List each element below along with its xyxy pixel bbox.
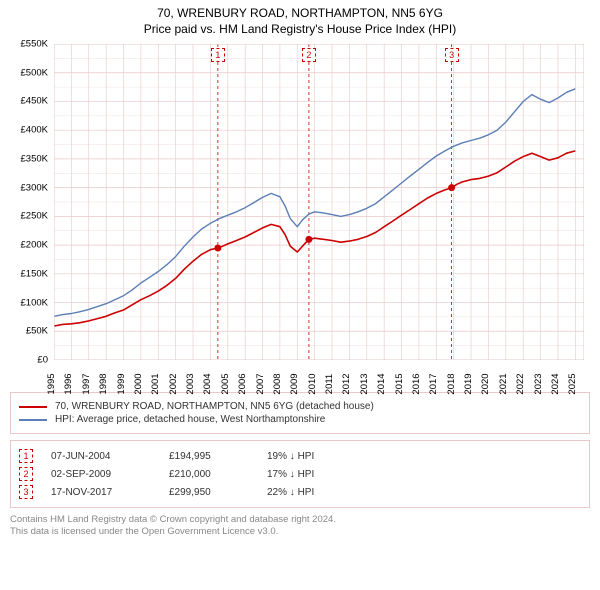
legend-swatch <box>19 406 47 408</box>
x-tick-label: 2021 <box>498 373 509 394</box>
y-tick-label: £250K <box>21 211 48 222</box>
sales-marker-num: 1 <box>19 449 33 463</box>
y-tick-label: £400K <box>21 125 48 136</box>
sales-diff: 19% ↓ HPI <box>267 451 367 462</box>
sales-table: 1 07-JUN-2004 £194,995 19% ↓ HPI 2 02-SEP-200… <box>10 440 590 508</box>
x-tick-label: 2009 <box>289 373 300 394</box>
x-tick-label: 2005 <box>220 373 231 394</box>
x-tick-label: 2018 <box>446 373 457 394</box>
sales-price: £299,950 <box>169 487 249 498</box>
x-tick-label: 2023 <box>533 373 544 394</box>
x-tick-label: 2017 <box>428 373 439 394</box>
x-tick-label: 1998 <box>98 373 109 394</box>
x-tick-label: 2003 <box>185 373 196 394</box>
legend-item: HPI: Average price, detached house, West… <box>19 414 581 425</box>
y-tick-label: £500K <box>21 67 48 78</box>
x-tick-label: 2016 <box>411 373 422 394</box>
x-tick-label: 2004 <box>202 373 213 394</box>
x-tick-label: 2008 <box>272 373 283 394</box>
sales-price: £210,000 <box>169 469 249 480</box>
y-tick-label: £200K <box>21 240 48 251</box>
legend-label: 70, WRENBURY ROAD, NORTHAMPTON, NN5 6YG … <box>55 401 374 412</box>
x-tick-label: 1997 <box>81 373 92 394</box>
x-tick-label: 2020 <box>480 373 491 394</box>
sales-diff: 22% ↓ HPI <box>267 487 367 498</box>
page-title: 70, WRENBURY ROAD, NORTHAMPTON, NN5 6YG <box>10 6 590 20</box>
sales-row: 2 02-SEP-2009 £210,000 17% ↓ HPI <box>19 467 581 481</box>
sales-date: 02-SEP-2009 <box>51 469 151 480</box>
x-tick-label: 2022 <box>515 373 526 394</box>
x-tick-label: 2011 <box>324 374 335 394</box>
y-tick-label: £450K <box>21 96 48 107</box>
legend-item: 70, WRENBURY ROAD, NORTHAMPTON, NN5 6YG … <box>19 401 581 412</box>
x-tick-label: 1996 <box>63 373 74 394</box>
sales-diff: 17% ↓ HPI <box>267 469 367 480</box>
x-tick-label: 2025 <box>567 373 578 394</box>
y-axis: £0 £50K £100K £150K £200K £250K £300K £350K £400… <box>10 44 52 384</box>
sales-row: 1 07-JUN-2004 £194,995 19% ↓ HPI <box>19 449 581 463</box>
sales-marker-num: 2 <box>19 467 33 481</box>
x-tick-label: 2010 <box>307 373 318 394</box>
sales-date: 07-JUN-2004 <box>51 451 151 462</box>
x-tick-label: 2012 <box>341 373 352 394</box>
page-subtitle: Price paid vs. HM Land Registry's House … <box>10 22 590 36</box>
x-axis: 1995199619971998199920002001200220032004… <box>54 360 584 384</box>
x-tick-label: 2024 <box>550 373 561 394</box>
sale-marker: 2 <box>302 48 316 62</box>
x-tick-label: 2013 <box>359 373 370 394</box>
footer-line: Contains HM Land Registry data © Crown c… <box>10 514 590 526</box>
y-tick-label: £550K <box>21 39 48 50</box>
y-tick-label: £100K <box>21 297 48 308</box>
sales-price: £194,995 <box>169 451 249 462</box>
footer: Contains HM Land Registry data © Crown c… <box>10 514 590 539</box>
sales-date: 17-NOV-2017 <box>51 487 151 498</box>
x-tick-label: 1995 <box>46 373 57 394</box>
y-tick-label: £350K <box>21 153 48 164</box>
y-tick-label: £50K <box>26 326 48 337</box>
legend: 70, WRENBURY ROAD, NORTHAMPTON, NN5 6YG … <box>10 392 590 434</box>
y-tick-label: £150K <box>21 268 48 279</box>
legend-label: HPI: Average price, detached house, West… <box>55 414 325 425</box>
x-tick-label: 2001 <box>150 373 161 394</box>
x-tick-label: 2006 <box>237 373 248 394</box>
sale-marker: 3 <box>445 48 459 62</box>
x-tick-label: 2007 <box>255 373 266 394</box>
x-tick-label: 2002 <box>168 373 179 394</box>
chart: £0 £50K £100K £150K £200K £250K £300K £350K £400… <box>10 44 590 384</box>
plot-area: 1 2 3 <box>54 44 584 360</box>
x-tick-label: 2015 <box>394 373 405 394</box>
x-tick-label: 2014 <box>376 373 387 394</box>
x-tick-label: 2019 <box>463 373 474 394</box>
x-tick-label: 1999 <box>116 373 127 394</box>
x-tick-label: 2000 <box>133 373 144 394</box>
sales-row: 3 17-NOV-2017 £299,950 22% ↓ HPI <box>19 485 581 499</box>
sales-marker-num: 3 <box>19 485 33 499</box>
y-tick-label: £300K <box>21 182 48 193</box>
y-tick-label: £0 <box>37 355 48 366</box>
legend-swatch <box>19 419 47 421</box>
sale-marker: 1 <box>211 48 225 62</box>
footer-line: This data is licensed under the Open Gov… <box>10 526 590 538</box>
